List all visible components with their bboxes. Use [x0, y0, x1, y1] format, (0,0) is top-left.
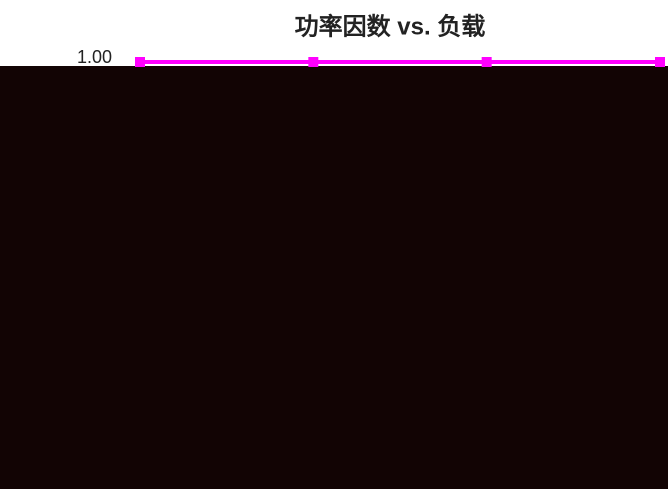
- point-marker: [308, 57, 319, 67]
- plot-background: [0, 66, 668, 489]
- chart-title: 功率因数 vs. 负载: [295, 12, 486, 40]
- point-marker: [655, 57, 665, 67]
- point-marker: [135, 57, 145, 67]
- y-tick-label: 1.00: [77, 47, 112, 67]
- point-marker: [481, 57, 492, 67]
